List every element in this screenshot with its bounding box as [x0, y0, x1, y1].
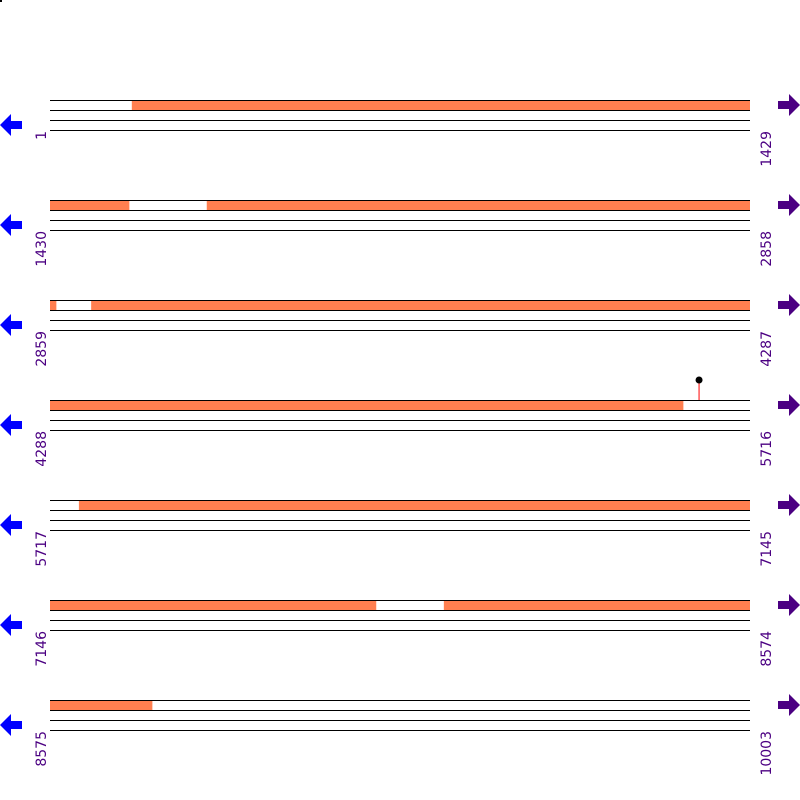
feature-block: [50, 200, 130, 210]
arrow-right-icon: [778, 94, 800, 116]
arrow-right-icon: [778, 394, 800, 416]
row-start-label: 7146: [34, 631, 50, 667]
feature-block: [131, 100, 750, 110]
feature-block: [50, 400, 684, 410]
row-start-label: 2859: [34, 331, 50, 367]
row-end-label: 10003: [759, 731, 775, 776]
map-row: 1430 2858: [0, 194, 800, 267]
row-end-label: 1429: [759, 131, 775, 167]
arrow-right-icon: [778, 694, 800, 716]
arrow-left-icon: [0, 614, 22, 636]
feature-block: [443, 600, 750, 610]
arrow-right-icon: [778, 594, 800, 616]
arrow-left-icon: [0, 514, 22, 536]
map-row: 2859 4287: [0, 294, 800, 367]
map-row: 1 1429: [0, 94, 800, 167]
row-start-label: 1: [34, 131, 50, 140]
row-end-label: 8574: [759, 631, 775, 667]
arrow-right-icon: [778, 294, 800, 316]
map-row: 4288 5716: [0, 376, 800, 467]
row-end-label: 4287: [759, 331, 775, 367]
row-end-label: 5716: [759, 431, 775, 467]
feature-block: [50, 600, 377, 610]
arrow-left-icon: [0, 714, 22, 736]
corner-dot: [0, 0, 2, 2]
arrow-left-icon: [0, 414, 22, 436]
row-start-label: 1430: [34, 231, 50, 267]
row-end-label: 2858: [759, 231, 775, 267]
row-end-label: 7145: [759, 531, 775, 567]
feature-block: [78, 500, 751, 510]
row-start-label: 8575: [34, 731, 50, 767]
arrow-left-icon: [0, 314, 22, 336]
arrow-left-icon: [0, 114, 22, 136]
row-start-label: 4288: [34, 431, 50, 467]
arrow-right-icon: [778, 494, 800, 516]
feature-block: [206, 200, 750, 210]
feature-block: [50, 300, 57, 310]
map-row: 7146 8574: [0, 594, 800, 667]
row-start-label: 5717: [34, 531, 50, 567]
map-row: 8575 10003: [0, 694, 800, 776]
marker-head: [695, 376, 703, 384]
arrow-right-icon: [778, 194, 800, 216]
map-row: 5717 7145: [0, 494, 800, 567]
arrow-left-icon: [0, 214, 22, 236]
feature-block: [50, 700, 153, 710]
feature-block: [91, 300, 751, 310]
